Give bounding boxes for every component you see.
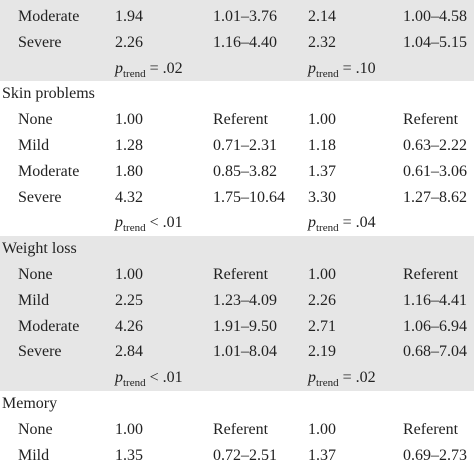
row-label: Mild [18, 291, 50, 309]
p-subscript: trend [123, 222, 146, 235]
row-label: Mild [18, 446, 50, 464]
cell-value: 2.32 [308, 33, 336, 51]
row-label: None [18, 420, 53, 438]
cell-value: 0.85–3.82 [213, 162, 277, 180]
cell-value: 1.00 [115, 265, 143, 283]
cell-value: 2.19 [308, 343, 336, 361]
cell-value: 0.71–2.31 [213, 136, 277, 154]
cell-value: 1.94 [115, 7, 143, 25]
row-label: None [18, 111, 53, 129]
cell-value: 2.84 [115, 343, 143, 361]
cell-value: Referent [213, 420, 269, 438]
cell-value: 1.37 [308, 162, 336, 180]
cell-value: 0.63–2.22 [403, 136, 467, 154]
p-symbol: p [308, 59, 316, 77]
cell-value: 1.23–4.09 [213, 291, 277, 309]
cell-value: 1.00 [115, 111, 143, 129]
cell-value: 1.75–10.64 [213, 188, 285, 206]
cell-value: 1.35 [115, 446, 143, 464]
p-subscript: trend [316, 377, 339, 390]
cell-value: 2.26 [115, 33, 143, 51]
cell-value: 1.16–4.40 [213, 33, 277, 51]
p-relation: < .01 [149, 214, 183, 232]
row-label: Severe [18, 188, 62, 206]
row-label: None [18, 265, 53, 283]
group-band [0, 0, 474, 82]
cell-value: 4.26 [115, 317, 143, 335]
p-symbol: p [115, 214, 123, 232]
cell-value: 1.18 [308, 136, 336, 154]
p-trend: ptrend < .01 [115, 368, 183, 393]
cell-value: 1.00 [308, 111, 336, 129]
cell-value: 1.00 [308, 420, 336, 438]
cell-value: 2.71 [308, 317, 336, 335]
p-relation: = .02 [342, 369, 376, 387]
cell-value: 1.28 [115, 136, 143, 154]
cell-value: 1.00 [308, 265, 336, 283]
cell-value: 0.61–3.06 [403, 162, 467, 180]
cell-value: 3.30 [308, 188, 336, 206]
cell-value: Referent [213, 265, 269, 283]
cell-value: 2.26 [308, 291, 336, 309]
p-symbol: p [308, 214, 316, 232]
group-band [0, 236, 474, 391]
p-relation: = .02 [149, 59, 183, 77]
p-symbol: p [115, 369, 123, 387]
p-trend: ptrend = .02 [308, 368, 376, 393]
p-subscript: trend [123, 377, 146, 390]
cell-value: 1.37 [308, 446, 336, 464]
cell-value: 1.27–8.62 [403, 188, 467, 206]
group-band [0, 81, 474, 236]
p-relation: = .04 [342, 214, 376, 232]
row-label: Moderate [18, 7, 80, 25]
cell-value: Referent [403, 265, 459, 283]
cell-value: 0.68–7.04 [403, 343, 467, 361]
p-subscript: trend [123, 67, 146, 80]
cell-value: Referent [403, 420, 459, 438]
cell-value: 4.32 [115, 188, 143, 206]
p-trend: ptrend = .02 [115, 59, 183, 84]
group-title: Memory [2, 394, 58, 412]
cell-value: Referent [213, 111, 269, 129]
cell-value: 1.00–4.58 [403, 7, 467, 25]
cell-value: 1.80 [115, 162, 143, 180]
group-title: Skin problems [2, 85, 95, 103]
p-symbol: p [308, 369, 316, 387]
cell-value: 0.72–2.51 [213, 446, 277, 464]
p-trend: ptrend = .10 [308, 59, 376, 84]
row-label: Severe [18, 33, 62, 51]
cell-value: 1.00 [115, 420, 143, 438]
p-trend: ptrend < .01 [115, 213, 183, 238]
cell-value: Referent [403, 111, 459, 129]
p-subscript: trend [316, 67, 339, 80]
cell-value: 1.06–6.94 [403, 317, 467, 335]
row-label: Moderate [18, 162, 80, 180]
cell-value: 1.04–5.15 [403, 33, 467, 51]
cell-value: 2.25 [115, 291, 143, 309]
p-subscript: trend [316, 222, 339, 235]
p-relation: = .10 [342, 59, 376, 77]
cell-value: 2.14 [308, 7, 336, 25]
cell-value: 1.16–4.41 [403, 291, 467, 309]
group-title: Weight loss [2, 240, 77, 258]
row-label: Mild [18, 136, 50, 154]
cell-value: 1.91–9.50 [213, 317, 277, 335]
row-label: Moderate [18, 317, 80, 335]
p-trend: ptrend = .04 [308, 213, 376, 238]
cell-value: 0.69–2.73 [403, 446, 467, 464]
cell-value: 1.01–8.04 [213, 343, 277, 361]
p-relation: < .01 [149, 369, 183, 387]
cell-value: 1.01–3.76 [213, 7, 277, 25]
p-symbol: p [115, 59, 123, 77]
row-label: Severe [18, 343, 62, 361]
